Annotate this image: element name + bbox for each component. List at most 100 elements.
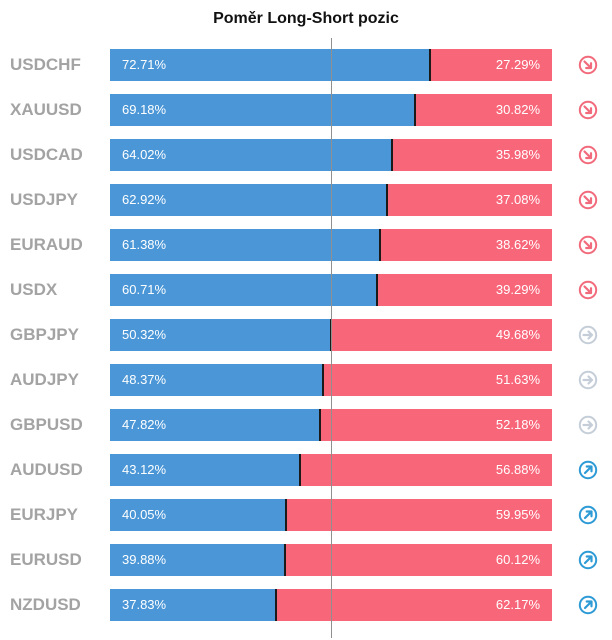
long-percent-label: 43.12% xyxy=(122,462,167,477)
currency-pair-label: AUDUSD xyxy=(10,460,83,479)
long-short-bar: 48.37% 51.63% xyxy=(110,364,552,396)
short-percent-label: 30.82% xyxy=(495,102,540,117)
arrow-down-right-icon xyxy=(578,235,598,255)
arrow-down-right-icon xyxy=(578,190,598,210)
currency-row-usdcad: USDCAD 64.02% 35.98% xyxy=(0,138,612,172)
long-short-bar: 43.12% 56.88% xyxy=(110,454,552,486)
currency-pair-label: XAUUSD xyxy=(10,100,82,119)
short-segment: 49.68% xyxy=(332,319,552,351)
long-short-bar: 39.88% 60.12% xyxy=(110,544,552,576)
chart-title: Poměr Long-Short pozic xyxy=(213,10,399,27)
long-percent-label: 47.82% xyxy=(122,417,167,432)
currency-row-eurjpy: EURJPY 40.05% 59.95% xyxy=(0,498,612,532)
long-segment: 40.05% xyxy=(110,499,288,531)
long-short-bar: 72.71% 27.29% xyxy=(110,49,552,81)
arrow-right-icon xyxy=(578,370,598,390)
short-segment: 51.63% xyxy=(323,364,552,396)
long-segment: 43.12% xyxy=(110,454,301,486)
short-segment: 39.29% xyxy=(378,274,552,306)
center-divider-line xyxy=(331,38,332,638)
long-segment: 37.83% xyxy=(110,589,278,621)
long-segment: 47.82% xyxy=(110,409,322,441)
long-percent-label: 72.71% xyxy=(122,57,167,72)
short-segment: 38.62% xyxy=(381,229,552,261)
arrow-down-right-icon xyxy=(578,280,598,300)
arrow-down-right-icon xyxy=(578,55,598,75)
arrow-up-right-icon xyxy=(578,595,598,615)
short-segment: 30.82% xyxy=(415,94,552,126)
long-percent-label: 64.02% xyxy=(122,147,167,162)
short-percent-label: 37.08% xyxy=(495,192,540,207)
currency-row-euraud: EURAUD 61.38% 38.62% xyxy=(0,228,612,262)
short-percent-label: 39.29% xyxy=(495,282,540,297)
arrow-up-right-icon xyxy=(578,505,598,525)
long-percent-label: 50.32% xyxy=(122,327,167,342)
short-segment: 56.88% xyxy=(300,454,552,486)
currency-pair-label: USDCHF xyxy=(10,55,81,74)
long-segment: 50.32% xyxy=(110,319,333,351)
short-percent-label: 51.63% xyxy=(495,372,540,387)
currency-row-audjpy: AUDJPY 48.37% 51.63% xyxy=(0,363,612,397)
short-percent-label: 35.98% xyxy=(495,147,540,162)
currency-row-xauusd: XAUUSD 69.18% 30.82% xyxy=(0,93,612,127)
long-segment: 48.37% xyxy=(110,364,324,396)
currency-row-eurusd: EURUSD 39.88% 60.12% xyxy=(0,543,612,577)
currency-pair-label: EURAUD xyxy=(10,235,83,254)
short-percent-label: 49.68% xyxy=(495,327,540,342)
currency-row-usdx: USDX 60.71% 39.29% xyxy=(0,273,612,307)
long-percent-label: 69.18% xyxy=(122,102,167,117)
currency-pair-label: USDX xyxy=(10,280,58,299)
arrow-down-right-icon xyxy=(578,145,598,165)
currency-pair-label: NZDUSD xyxy=(10,595,81,614)
short-percent-label: 60.12% xyxy=(495,552,540,567)
long-percent-label: 62.92% xyxy=(122,192,167,207)
arrow-up-right-icon xyxy=(578,550,598,570)
currency-pair-label: GBPJPY xyxy=(10,325,79,344)
short-segment: 59.95% xyxy=(287,499,552,531)
short-percent-label: 27.29% xyxy=(495,57,540,72)
long-segment: 72.71% xyxy=(110,49,432,81)
long-short-bar: 37.83% 62.17% xyxy=(110,589,552,621)
short-percent-label: 56.88% xyxy=(495,462,540,477)
currency-row-gbpusd: GBPUSD 47.82% 52.18% xyxy=(0,408,612,442)
short-percent-label: 52.18% xyxy=(495,417,540,432)
long-short-bar: 47.82% 52.18% xyxy=(110,409,552,441)
long-short-bar: 60.71% 39.29% xyxy=(110,274,552,306)
long-percent-label: 39.88% xyxy=(122,552,167,567)
short-segment: 27.29% xyxy=(431,49,552,81)
arrow-right-icon xyxy=(578,415,598,435)
currency-row-usdjpy: USDJPY 62.92% 37.08% xyxy=(0,183,612,217)
short-percent-label: 59.95% xyxy=(495,507,540,522)
long-percent-label: 61.38% xyxy=(122,237,167,252)
currency-pair-label: AUDJPY xyxy=(10,370,79,389)
short-segment: 52.18% xyxy=(321,409,552,441)
long-segment: 69.18% xyxy=(110,94,416,126)
arrow-right-icon xyxy=(578,325,598,345)
long-segment: 64.02% xyxy=(110,139,393,171)
long-short-bar: 61.38% 38.62% xyxy=(110,229,552,261)
long-percent-label: 48.37% xyxy=(122,372,167,387)
long-segment: 39.88% xyxy=(110,544,287,576)
long-percent-label: 37.83% xyxy=(122,597,167,612)
currency-pair-label: GBPUSD xyxy=(10,415,83,434)
long-short-bar: 69.18% 30.82% xyxy=(110,94,552,126)
currency-pair-label: EURJPY xyxy=(10,505,79,524)
short-percent-label: 38.62% xyxy=(495,237,540,252)
short-segment: 37.08% xyxy=(388,184,552,216)
arrow-up-right-icon xyxy=(578,460,598,480)
long-percent-label: 40.05% xyxy=(122,507,167,522)
long-segment: 61.38% xyxy=(110,229,382,261)
short-segment: 35.98% xyxy=(392,139,552,171)
long-short-bar: 64.02% 35.98% xyxy=(110,139,552,171)
currency-row-gbpjpy: GBPJPY 50.32% 49.68% xyxy=(0,318,612,352)
currency-pair-label: USDJPY xyxy=(10,190,79,209)
long-segment: 62.92% xyxy=(110,184,389,216)
currency-row-audusd: AUDUSD 43.12% 56.88% xyxy=(0,453,612,487)
currency-pair-label: USDCAD xyxy=(10,145,83,164)
short-percent-label: 62.17% xyxy=(495,597,540,612)
currency-pair-label: EURUSD xyxy=(10,550,82,569)
long-short-bar: 50.32% 49.68% xyxy=(110,319,552,351)
short-segment: 60.12% xyxy=(286,544,552,576)
long-short-bar: 62.92% 37.08% xyxy=(110,184,552,216)
long-percent-label: 60.71% xyxy=(122,282,167,297)
